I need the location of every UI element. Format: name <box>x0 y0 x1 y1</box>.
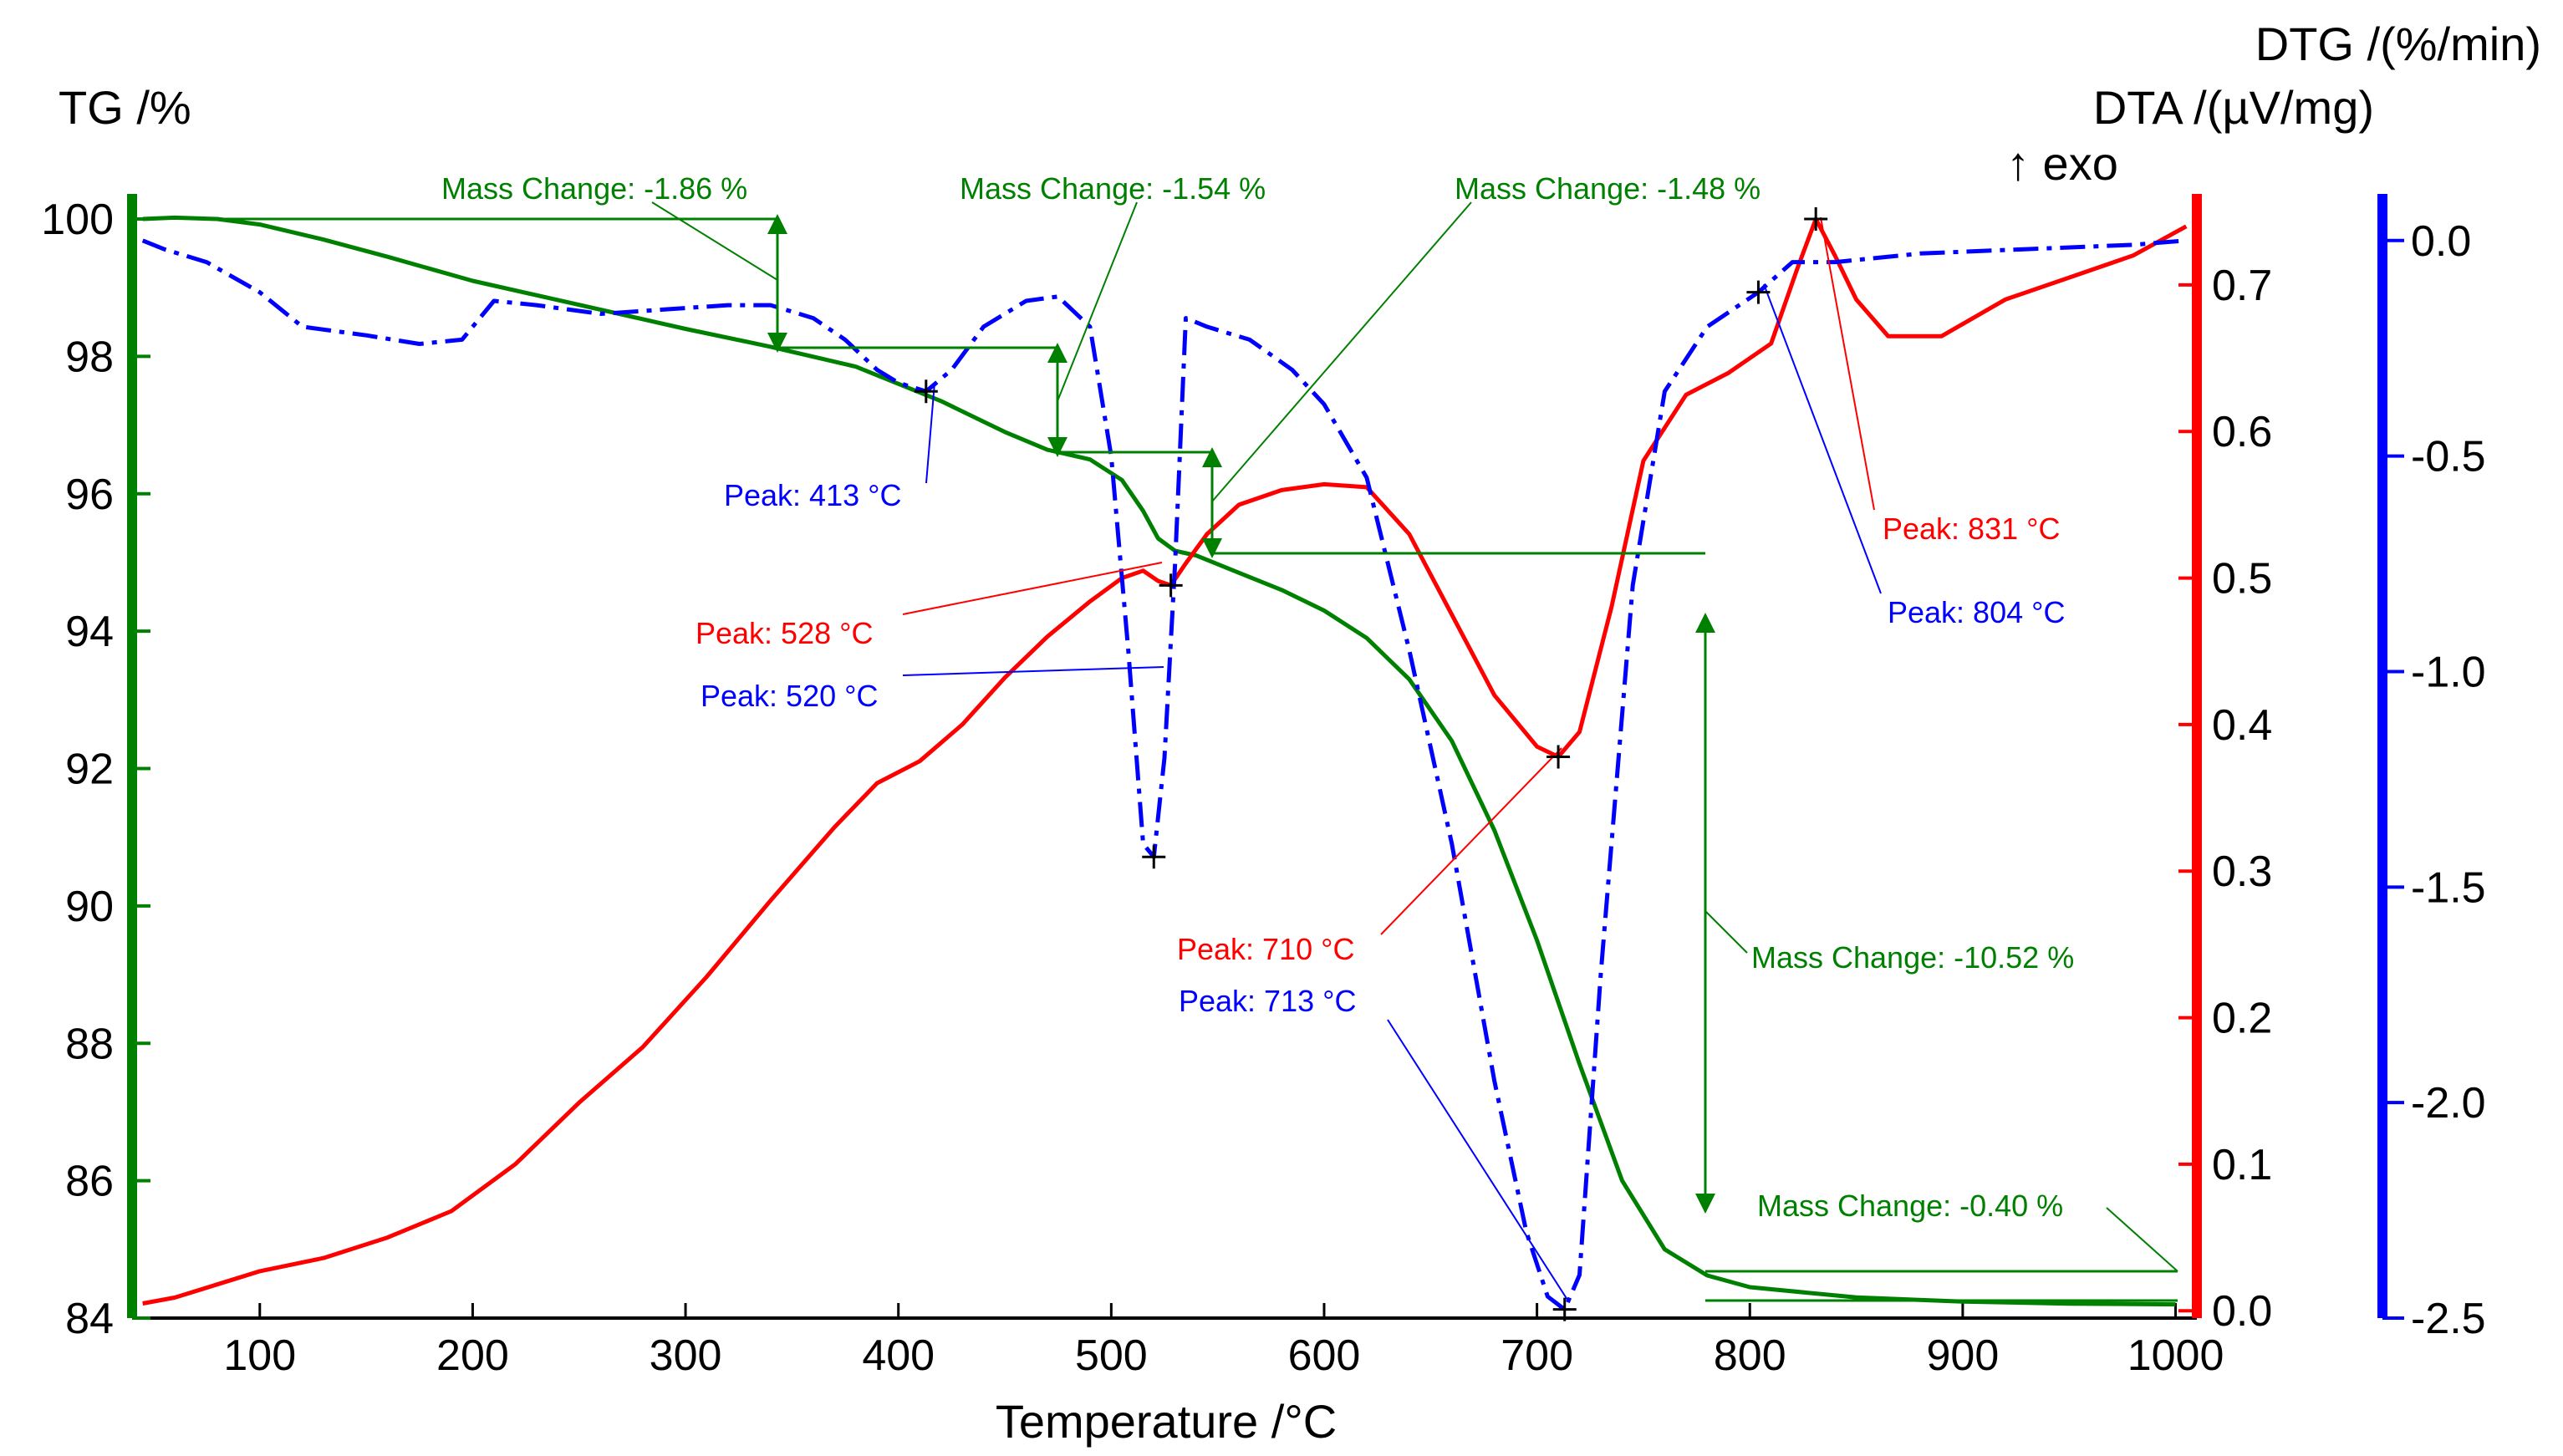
x-tick-label: 900 <box>1927 1331 2000 1380</box>
peak-marker <box>1546 745 1571 769</box>
peak-label-520: Peak: 520 °C <box>701 679 879 713</box>
series-dtg-line <box>141 238 2187 1312</box>
peak-label-413: Peak: 413 °C <box>724 478 902 512</box>
leader-line <box>1704 910 1748 954</box>
dtg-tick-label: -1.5 <box>2411 863 2486 912</box>
x-tick-label: 500 <box>1075 1331 1148 1380</box>
dtg-tick-label: 0.0 <box>2411 217 2471 266</box>
tg-tick-label: 96 <box>65 471 114 519</box>
peak-label-713: Peak: 713 °C <box>1179 984 1357 1018</box>
tg-tick-label: 88 <box>65 1020 114 1068</box>
tg-tick-label: 92 <box>65 746 114 794</box>
leader-line <box>1211 201 1472 502</box>
x-tick-label: 600 <box>1288 1331 1361 1380</box>
dtg-tick-label: -0.5 <box>2411 433 2486 481</box>
leader-line <box>1387 1019 1568 1301</box>
dta-tick-label: 0.4 <box>2212 701 2272 750</box>
peak-marker <box>1746 280 1771 304</box>
dtg-tick-label: -1.0 <box>2411 648 2486 696</box>
peak-label-804: Peak: 804 °C <box>1888 595 2066 629</box>
dtg-axis-title: DTG /(%/min) <box>2255 18 2541 70</box>
peak-marker <box>1142 845 1166 869</box>
series-dta-line <box>142 216 2188 1306</box>
peak-marker <box>1552 1297 1577 1321</box>
tg-tick-label: 94 <box>65 608 114 656</box>
x-tick-label: 1000 <box>2127 1331 2224 1380</box>
leader-line <box>1057 201 1138 402</box>
leader-line <box>1820 216 1875 511</box>
peak-label-528: Peak: 528 °C <box>696 616 874 650</box>
tg-axis-title: TG /% <box>59 81 191 134</box>
leader-line <box>925 382 935 484</box>
dtg-tick-label: -2.5 <box>2411 1295 2486 1343</box>
leader-line <box>1380 747 1562 935</box>
x-tick-label: 200 <box>436 1331 509 1380</box>
mass-change-annotations: Mass Change: -1.86 % Mass Change: -1.54 … <box>209 171 2178 1302</box>
mass-change-label-5: Mass Change: -0.40 % <box>1757 1189 2063 1223</box>
x-tick-label: 800 <box>1714 1331 1786 1380</box>
dta-tick-label: 0.2 <box>2212 995 2272 1043</box>
leader-line <box>651 201 778 281</box>
dta-tick-label: 0.5 <box>2212 555 2272 603</box>
x-tick-label: 300 <box>650 1331 722 1380</box>
mass-change-label-2: Mass Change: -1.54 % <box>960 171 1266 206</box>
series-tg-line <box>142 215 2176 1307</box>
leader-line <box>2106 1207 2178 1272</box>
tg-tick-label: 84 <box>65 1295 114 1343</box>
x-axis-title: Temperature /°C <box>996 1395 1337 1448</box>
leader-line <box>902 562 1163 615</box>
peak-marker <box>1804 207 1828 231</box>
dta-tick-label: 0.6 <box>2212 408 2272 456</box>
x-tick-label: 100 <box>223 1331 296 1380</box>
peak-label-831: Peak: 831 °C <box>1883 512 2061 546</box>
mass-change-label-4: Mass Change: -10.52 % <box>1751 940 2074 975</box>
dta-tick-label: 0.0 <box>2212 1287 2272 1336</box>
tg-tick-label: 86 <box>65 1158 114 1206</box>
mass-change-label-1: Mass Change: -1.86 % <box>441 171 747 206</box>
dtg-tick-label: -2.0 <box>2411 1079 2486 1128</box>
dta-tick-label: 0.3 <box>2212 848 2272 896</box>
peak-marker <box>914 379 938 404</box>
x-tick-label: 700 <box>1501 1331 1573 1380</box>
dta-tick-label: 0.7 <box>2212 262 2272 310</box>
mass-change-label-3: Mass Change: -1.48 % <box>1455 171 1760 206</box>
leader-line <box>1763 283 1882 594</box>
dta-tick-label: 0.1 <box>2212 1141 2272 1189</box>
leader-line <box>902 666 1164 676</box>
x-tick-label: 400 <box>862 1331 935 1380</box>
dta-exo-label: ↑ exo <box>2006 137 2118 190</box>
peak-marker <box>1159 573 1183 598</box>
tg-tick-label: 90 <box>65 883 114 931</box>
peak-label-710: Peak: 710 °C <box>1177 932 1355 966</box>
dta-axis-title: DTA /(µV/mg) <box>2093 81 2374 134</box>
peak-annotations: Peak: 413 °C Peak: 528 °C Peak: 520 °C P… <box>696 216 2066 1301</box>
tg-tick-label: 98 <box>65 333 114 381</box>
tg-tick-label: 100 <box>41 196 114 244</box>
